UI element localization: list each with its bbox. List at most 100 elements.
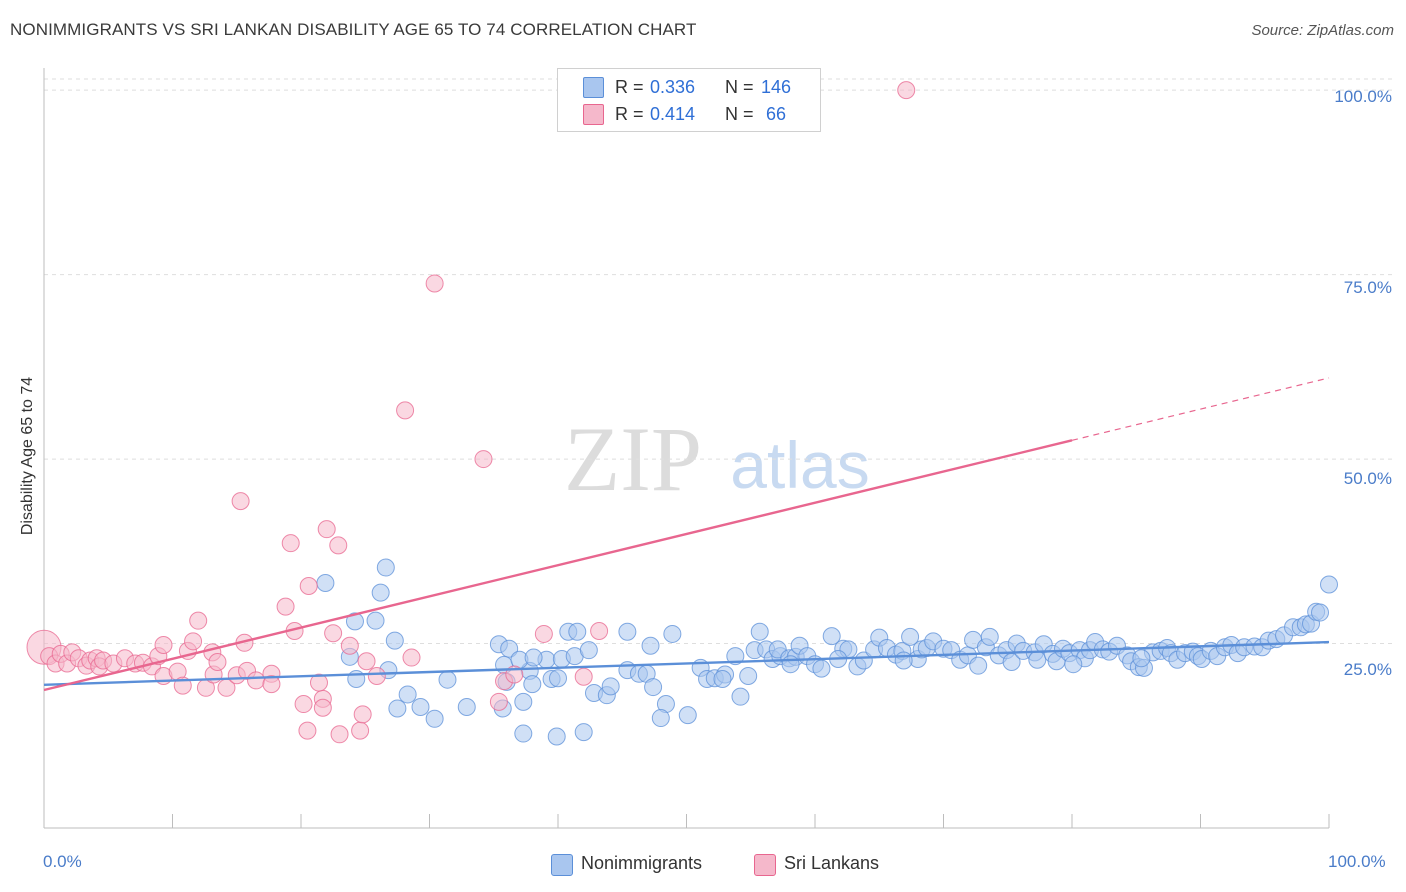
nonimmigrants-point — [644, 678, 663, 697]
nonimmigrants-point — [457, 697, 476, 716]
y-tick-75: 75.0% — [1343, 278, 1392, 297]
nonimmigrants-point — [894, 651, 913, 670]
sri-lankans-point — [231, 492, 250, 511]
sri-lankans-point — [298, 721, 317, 740]
sri-lankans-point — [324, 624, 343, 643]
legend-swatch-nonimmigrants — [551, 854, 573, 876]
sri-lankans-point — [353, 705, 372, 724]
sri-lankans-point — [590, 621, 609, 640]
sri-lankans-point — [897, 81, 916, 100]
nonimmigrants-point — [385, 631, 404, 650]
stats-n-value: 66 — [761, 104, 787, 124]
nonimmigrants-trend-line — [43, 640, 1330, 687]
sri-lankans-point — [329, 536, 348, 555]
nonimmigrants-point — [549, 669, 567, 688]
stats-swatch-sri-lankans — [583, 104, 604, 125]
nonimmigrants-point — [812, 659, 831, 678]
nonimmigrants-point — [1311, 603, 1330, 622]
stats-n-label: N = — [725, 104, 759, 124]
stats-box: R = 0.336 N = 146 R = 0.414 N = 66 — [557, 68, 821, 132]
stats-swatch-nonimmigrants — [583, 77, 604, 98]
nonimmigrants-point — [618, 622, 637, 641]
nonimmigrants-point — [822, 627, 841, 646]
sri-lankans-point — [208, 652, 227, 671]
sri-lankans-point — [299, 576, 318, 595]
nonimmigrants-point — [411, 697, 430, 716]
nonimmigrants-point — [739, 667, 758, 685]
stats-r-label: R = — [615, 77, 649, 97]
nonimmigrants-point — [547, 727, 566, 746]
nonimmigrants-point — [568, 622, 587, 641]
nonimmigrants-point — [579, 641, 598, 660]
nonimmigrants-point — [398, 685, 417, 704]
sri-lankans-point — [402, 648, 421, 667]
stats-r-value: 0.414 — [650, 104, 696, 124]
nonimmigrants-point — [781, 655, 800, 674]
nonimmigrants-point — [713, 669, 732, 688]
sri-lankans-point — [474, 450, 493, 469]
stats-r-label: R = — [615, 104, 649, 124]
nonimmigrants-point — [726, 647, 745, 666]
sri-lankans-point — [330, 725, 349, 744]
sri-lankans-point — [351, 721, 370, 740]
sri-lankans-point — [184, 632, 203, 651]
sri-lankans-point — [396, 401, 415, 420]
sri-lankans-point — [309, 673, 328, 692]
nonimmigrants-point — [731, 687, 750, 706]
sri-lankans-point — [574, 667, 593, 686]
sri-lankans-point — [276, 597, 295, 616]
stats-n-label: N = — [725, 77, 759, 97]
sri-lankans-point — [367, 667, 386, 685]
watermark-zip: ZIP — [564, 408, 702, 510]
sri-lankans-point — [340, 636, 359, 655]
nonimmigrants-point — [366, 611, 385, 630]
nonimmigrants-point — [371, 583, 390, 602]
legend-label-sri-lankans: Sri Lankans — [784, 853, 880, 873]
nonimmigrants-point — [641, 636, 660, 655]
nonimmigrants-point — [663, 624, 682, 643]
nonimmigrants-point — [388, 699, 407, 718]
sri-lankans-trend-line — [43, 439, 1073, 692]
nonimmigrants-point — [651, 709, 670, 728]
stats-row-nonimmigrants: R = 0.336 N = 146 — [558, 75, 820, 99]
nonimmigrants-point — [438, 670, 457, 689]
source-label: Source: ZipAtlas.com — [1251, 22, 1394, 39]
y-tick-50: 50.0% — [1343, 469, 1392, 488]
chart-title: NONIMMIGRANTS VS SRI LANKAN DISABILITY A… — [10, 20, 697, 39]
nonimmigrants-point — [345, 612, 364, 631]
nonimmigrants-point — [500, 639, 519, 658]
nonimmigrants-point — [514, 724, 533, 743]
sri-lankans-point — [262, 675, 281, 694]
nonimmigrants-point — [980, 627, 999, 646]
nonimmigrants-point — [601, 677, 620, 696]
legend: Nonimmigrants Sri Lankans — [0, 852, 1406, 878]
y-tick-100: 100.0% — [1334, 87, 1392, 106]
stats-r-value: 0.336 — [650, 77, 696, 97]
sri-lankans-point — [357, 652, 376, 671]
y-tick-25: 25.0% — [1343, 660, 1392, 679]
sri-lankans-point — [317, 520, 336, 539]
watermark-atlas: atlas — [730, 428, 869, 502]
stats-n-value: 146 — [761, 77, 792, 97]
sri-lankans-point — [281, 534, 300, 553]
legend-label-nonimmigrants: Nonimmigrants — [581, 853, 703, 873]
nonimmigrants-point — [347, 669, 366, 688]
nonimmigrants-point — [514, 692, 533, 711]
nonimmigrants-point — [1132, 649, 1151, 668]
nonimmigrants-point — [574, 723, 593, 742]
sri-lankans-point — [154, 636, 173, 655]
nonimmigrants-point — [750, 622, 769, 641]
sri-lankans-point — [489, 692, 508, 711]
x-tick-100: 100.0% — [1328, 852, 1386, 871]
nonimmigrants-point — [376, 558, 395, 577]
nonimmigrants-point — [1064, 655, 1083, 674]
nonimmigrants-point — [1028, 650, 1047, 669]
nonimmigrants-point — [901, 627, 920, 646]
sri-lankans-point — [294, 695, 313, 714]
sri-lankans-point — [189, 611, 208, 630]
nonimmigrants-point — [969, 656, 988, 675]
nonimmigrants-point — [1320, 575, 1338, 594]
legend-swatch-sri-lankans — [754, 854, 776, 876]
sri-lankans-point — [313, 698, 332, 717]
